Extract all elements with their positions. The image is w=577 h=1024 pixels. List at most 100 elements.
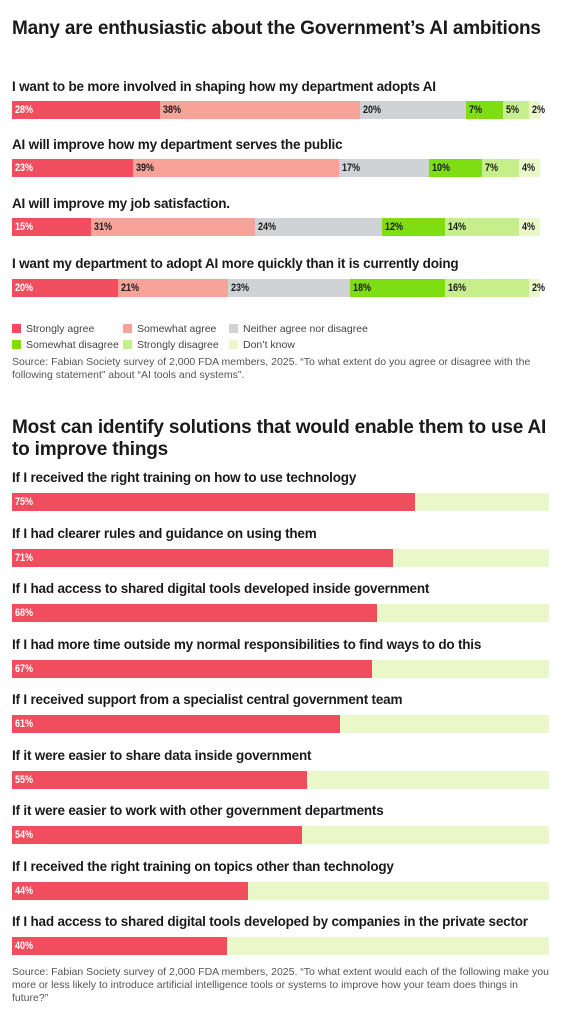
solution-label: If I received support from a specialist … bbox=[12, 692, 403, 707]
data-label: 38% bbox=[163, 104, 182, 116]
data-label: 61% bbox=[15, 718, 34, 730]
bar-segment-neither bbox=[339, 159, 429, 177]
question-label: I want my department to adopt AI more qu… bbox=[12, 256, 459, 271]
bar-track: 40% bbox=[12, 937, 549, 955]
bar-track: 75% bbox=[12, 493, 549, 511]
bar-segment-strongly-agree bbox=[12, 279, 118, 297]
solution-label: If I had more time outside my normal res… bbox=[12, 637, 482, 652]
legend-label: Neither agree nor disagree bbox=[243, 323, 368, 335]
bar-track: 61% bbox=[12, 715, 549, 733]
legend-swatch bbox=[229, 339, 238, 349]
data-label: 55% bbox=[15, 774, 34, 786]
data-label: 17% bbox=[342, 162, 361, 174]
bar-segment-neither bbox=[360, 101, 466, 119]
bar-segment-strongly-disagree bbox=[503, 101, 529, 119]
bar-segment-somewhat-agree bbox=[91, 218, 255, 236]
bar-track: 67% bbox=[12, 660, 549, 678]
data-label: 10% bbox=[432, 162, 451, 174]
legend: Strongly agree Somewhat agree Neither ag… bbox=[12, 322, 562, 352]
bar-segment-somewhat-disagree bbox=[382, 218, 445, 236]
data-label: 5% bbox=[506, 104, 520, 116]
data-label: 28% bbox=[15, 104, 34, 116]
bar-segment-strongly-agree bbox=[12, 159, 133, 177]
bar-segment-strongly-agree bbox=[12, 101, 160, 119]
bar-track: 68% bbox=[12, 604, 549, 622]
legend-label: Somewhat disagree bbox=[26, 339, 119, 351]
bar-segment-dont-know bbox=[519, 159, 540, 177]
data-label: 23% bbox=[15, 162, 34, 174]
data-label: 54% bbox=[15, 829, 34, 841]
solution-label: If I had clearer rules and guidance on u… bbox=[12, 526, 317, 541]
legend-item-somewhat-agree: Somewhat agree bbox=[123, 322, 216, 336]
bar-segment-neither bbox=[228, 279, 350, 297]
legend-label: Somewhat agree bbox=[137, 323, 217, 335]
stacked-bar: 15% 31% 24% 12% 14% 4% bbox=[12, 218, 540, 236]
bar bbox=[12, 493, 415, 511]
bar-track: 71% bbox=[12, 549, 549, 567]
data-label: 23% bbox=[231, 282, 250, 294]
bar bbox=[12, 715, 340, 733]
data-label: 68% bbox=[15, 607, 34, 619]
bar-segment-somewhat-agree bbox=[118, 279, 228, 297]
solution-label: If it were easier to work with other gov… bbox=[12, 803, 384, 818]
data-label: 40% bbox=[15, 940, 34, 952]
data-label: 20% bbox=[363, 104, 382, 116]
solution-label: If I had access to shared digital tools … bbox=[12, 914, 528, 929]
data-label: 7% bbox=[469, 104, 483, 116]
bar bbox=[12, 549, 393, 567]
legend-item-neither: Neither agree nor disagree bbox=[229, 322, 368, 336]
bar-segment-dont-know bbox=[529, 279, 540, 297]
solution-label: If I had access to shared digital tools … bbox=[12, 581, 430, 596]
data-label: 67% bbox=[15, 663, 34, 675]
data-label: 75% bbox=[15, 496, 34, 508]
bar-segment-neither bbox=[255, 218, 382, 236]
data-label: 12% bbox=[385, 221, 404, 233]
data-label: 2% bbox=[532, 282, 546, 294]
legend-swatch bbox=[123, 323, 132, 333]
bar-segment-dont-know bbox=[519, 218, 540, 236]
bar-segment-strongly-agree bbox=[12, 218, 91, 236]
bar-segment-strongly-disagree bbox=[445, 279, 529, 297]
data-label: 39% bbox=[136, 162, 155, 174]
legend-swatch bbox=[12, 323, 21, 333]
bar-track: 55% bbox=[12, 771, 549, 789]
data-label: 7% bbox=[485, 162, 499, 174]
stacked-bar: 23% 39% 17% 10% 7% 4% bbox=[12, 159, 540, 177]
question-label: I want to be more involved in shaping ho… bbox=[12, 79, 436, 94]
question-label: AI will improve my job satisfaction. bbox=[12, 196, 230, 211]
legend-item-strongly-agree: Strongly agree bbox=[12, 322, 94, 336]
data-label: 18% bbox=[353, 282, 372, 294]
legend-label: Don’t know bbox=[243, 339, 295, 351]
bar bbox=[12, 604, 377, 622]
bar bbox=[12, 882, 248, 900]
legend-label: Strongly agree bbox=[26, 323, 95, 335]
data-label: 24% bbox=[258, 221, 277, 233]
data-label: 44% bbox=[15, 885, 34, 897]
bar bbox=[12, 660, 372, 678]
data-label: 20% bbox=[15, 282, 34, 294]
data-label: 16% bbox=[448, 282, 467, 294]
solution-label: If I received the right training on topi… bbox=[12, 859, 394, 874]
stacked-bar: 28% 38% 20% 7% 5% 2% bbox=[12, 101, 545, 119]
data-label: 71% bbox=[15, 552, 34, 564]
bar-segment-somewhat-disagree bbox=[429, 159, 482, 177]
bar-segment-somewhat-disagree bbox=[350, 279, 445, 297]
stacked-bar: 20% 21% 23% 18% 16% 2% bbox=[12, 279, 545, 297]
question-label: AI will improve how my department serves… bbox=[12, 137, 343, 152]
legend-item-dont-know: Don’t know bbox=[229, 338, 295, 352]
chart1-title: Many are enthusiastic about the Governme… bbox=[12, 18, 541, 39]
bar bbox=[12, 937, 227, 955]
bar bbox=[12, 826, 302, 844]
data-label: 4% bbox=[522, 162, 536, 174]
data-label: 21% bbox=[121, 282, 140, 294]
data-label: 31% bbox=[94, 221, 113, 233]
legend-swatch bbox=[123, 339, 132, 349]
data-label: 15% bbox=[15, 221, 34, 233]
legend-swatch bbox=[12, 339, 21, 349]
chart2-title: Most can identify solutions that would e… bbox=[12, 417, 547, 460]
data-label: 2% bbox=[532, 104, 546, 116]
solution-label: If it were easier to share data inside g… bbox=[12, 748, 312, 763]
bar-segment-dont-know bbox=[529, 101, 540, 119]
bar-segment-somewhat-agree bbox=[160, 101, 360, 119]
